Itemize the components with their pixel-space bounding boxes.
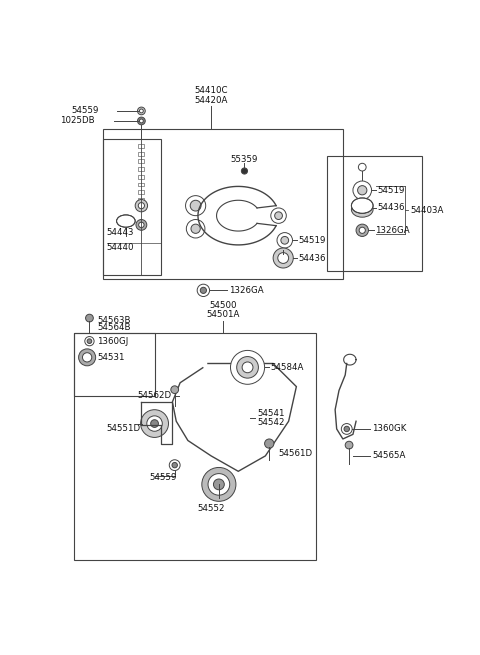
Text: 1025DB: 1025DB	[60, 117, 95, 126]
Circle shape	[275, 212, 282, 219]
Circle shape	[341, 424, 352, 434]
Text: 54563B: 54563B	[97, 316, 131, 325]
Bar	[327, 156, 422, 271]
Text: 54561D: 54561D	[278, 449, 312, 458]
Bar	[138, 198, 144, 202]
Bar	[103, 128, 343, 279]
Text: 54565A: 54565A	[372, 451, 406, 460]
Circle shape	[186, 219, 205, 238]
Circle shape	[171, 386, 179, 394]
Text: 1326GA: 1326GA	[229, 286, 264, 295]
Text: 54436: 54436	[299, 253, 326, 263]
Circle shape	[191, 224, 200, 233]
Text: 55359: 55359	[231, 155, 258, 164]
Circle shape	[200, 288, 206, 293]
Text: 54562D: 54562D	[137, 391, 172, 400]
Bar	[138, 190, 144, 194]
Circle shape	[264, 439, 274, 448]
Circle shape	[136, 219, 147, 231]
Text: 54501A: 54501A	[206, 310, 240, 320]
Circle shape	[242, 362, 253, 373]
Text: 54584A: 54584A	[271, 363, 304, 372]
Circle shape	[87, 339, 92, 343]
Circle shape	[277, 233, 292, 248]
Circle shape	[271, 208, 286, 223]
Circle shape	[359, 227, 365, 233]
Text: 54500: 54500	[209, 301, 237, 310]
Text: 54443: 54443	[107, 228, 134, 237]
Bar	[138, 159, 144, 163]
Text: 54559: 54559	[149, 473, 177, 482]
Circle shape	[147, 416, 162, 431]
Text: 54410C: 54410C	[194, 86, 228, 96]
Text: 54552: 54552	[197, 504, 225, 513]
Text: 1360GK: 1360GK	[372, 424, 407, 434]
Circle shape	[278, 253, 288, 263]
Text: 54403A: 54403A	[410, 206, 444, 215]
Text: 1360GJ: 1360GJ	[97, 337, 129, 346]
Ellipse shape	[351, 202, 373, 217]
Circle shape	[139, 222, 144, 227]
Circle shape	[137, 107, 145, 115]
Circle shape	[190, 200, 201, 211]
Text: 54564B: 54564B	[97, 323, 131, 332]
Circle shape	[138, 202, 144, 209]
Bar	[138, 144, 144, 148]
Circle shape	[344, 426, 349, 432]
Circle shape	[151, 420, 158, 428]
Text: 54519: 54519	[378, 186, 405, 195]
Circle shape	[202, 468, 236, 501]
Bar	[138, 152, 144, 156]
Circle shape	[230, 350, 264, 384]
Text: 54531: 54531	[97, 353, 125, 362]
Ellipse shape	[351, 198, 373, 214]
Text: 54420A: 54420A	[194, 96, 228, 105]
Text: 54551D: 54551D	[107, 424, 141, 434]
Text: 54559: 54559	[72, 107, 99, 115]
Circle shape	[214, 479, 224, 490]
Circle shape	[172, 462, 178, 468]
Bar	[74, 333, 316, 560]
Circle shape	[83, 353, 92, 362]
Bar	[103, 139, 161, 275]
Circle shape	[85, 314, 93, 322]
Bar	[138, 206, 144, 210]
Circle shape	[356, 224, 369, 236]
Circle shape	[197, 284, 210, 297]
Circle shape	[137, 117, 145, 125]
Text: 54436: 54436	[378, 204, 405, 212]
Circle shape	[273, 248, 293, 268]
Circle shape	[135, 200, 147, 212]
Bar	[138, 175, 144, 179]
Bar	[138, 167, 144, 171]
Circle shape	[186, 196, 206, 215]
Circle shape	[281, 236, 288, 244]
Circle shape	[358, 185, 367, 195]
Circle shape	[139, 109, 144, 113]
Circle shape	[353, 181, 372, 200]
Text: 54440: 54440	[107, 244, 134, 252]
Text: 54519: 54519	[299, 236, 326, 245]
Circle shape	[237, 356, 258, 378]
Circle shape	[85, 337, 94, 346]
Text: 54542: 54542	[258, 419, 285, 427]
Circle shape	[169, 460, 180, 470]
Ellipse shape	[117, 215, 135, 227]
Circle shape	[208, 474, 230, 495]
Text: 1326GA: 1326GA	[375, 226, 410, 234]
Bar	[138, 183, 144, 187]
Circle shape	[79, 349, 96, 365]
Circle shape	[139, 119, 144, 123]
Bar	[74, 333, 156, 396]
Circle shape	[141, 409, 168, 438]
Circle shape	[345, 441, 353, 449]
Circle shape	[359, 163, 366, 171]
Text: 54541: 54541	[258, 409, 285, 418]
Circle shape	[241, 168, 248, 174]
